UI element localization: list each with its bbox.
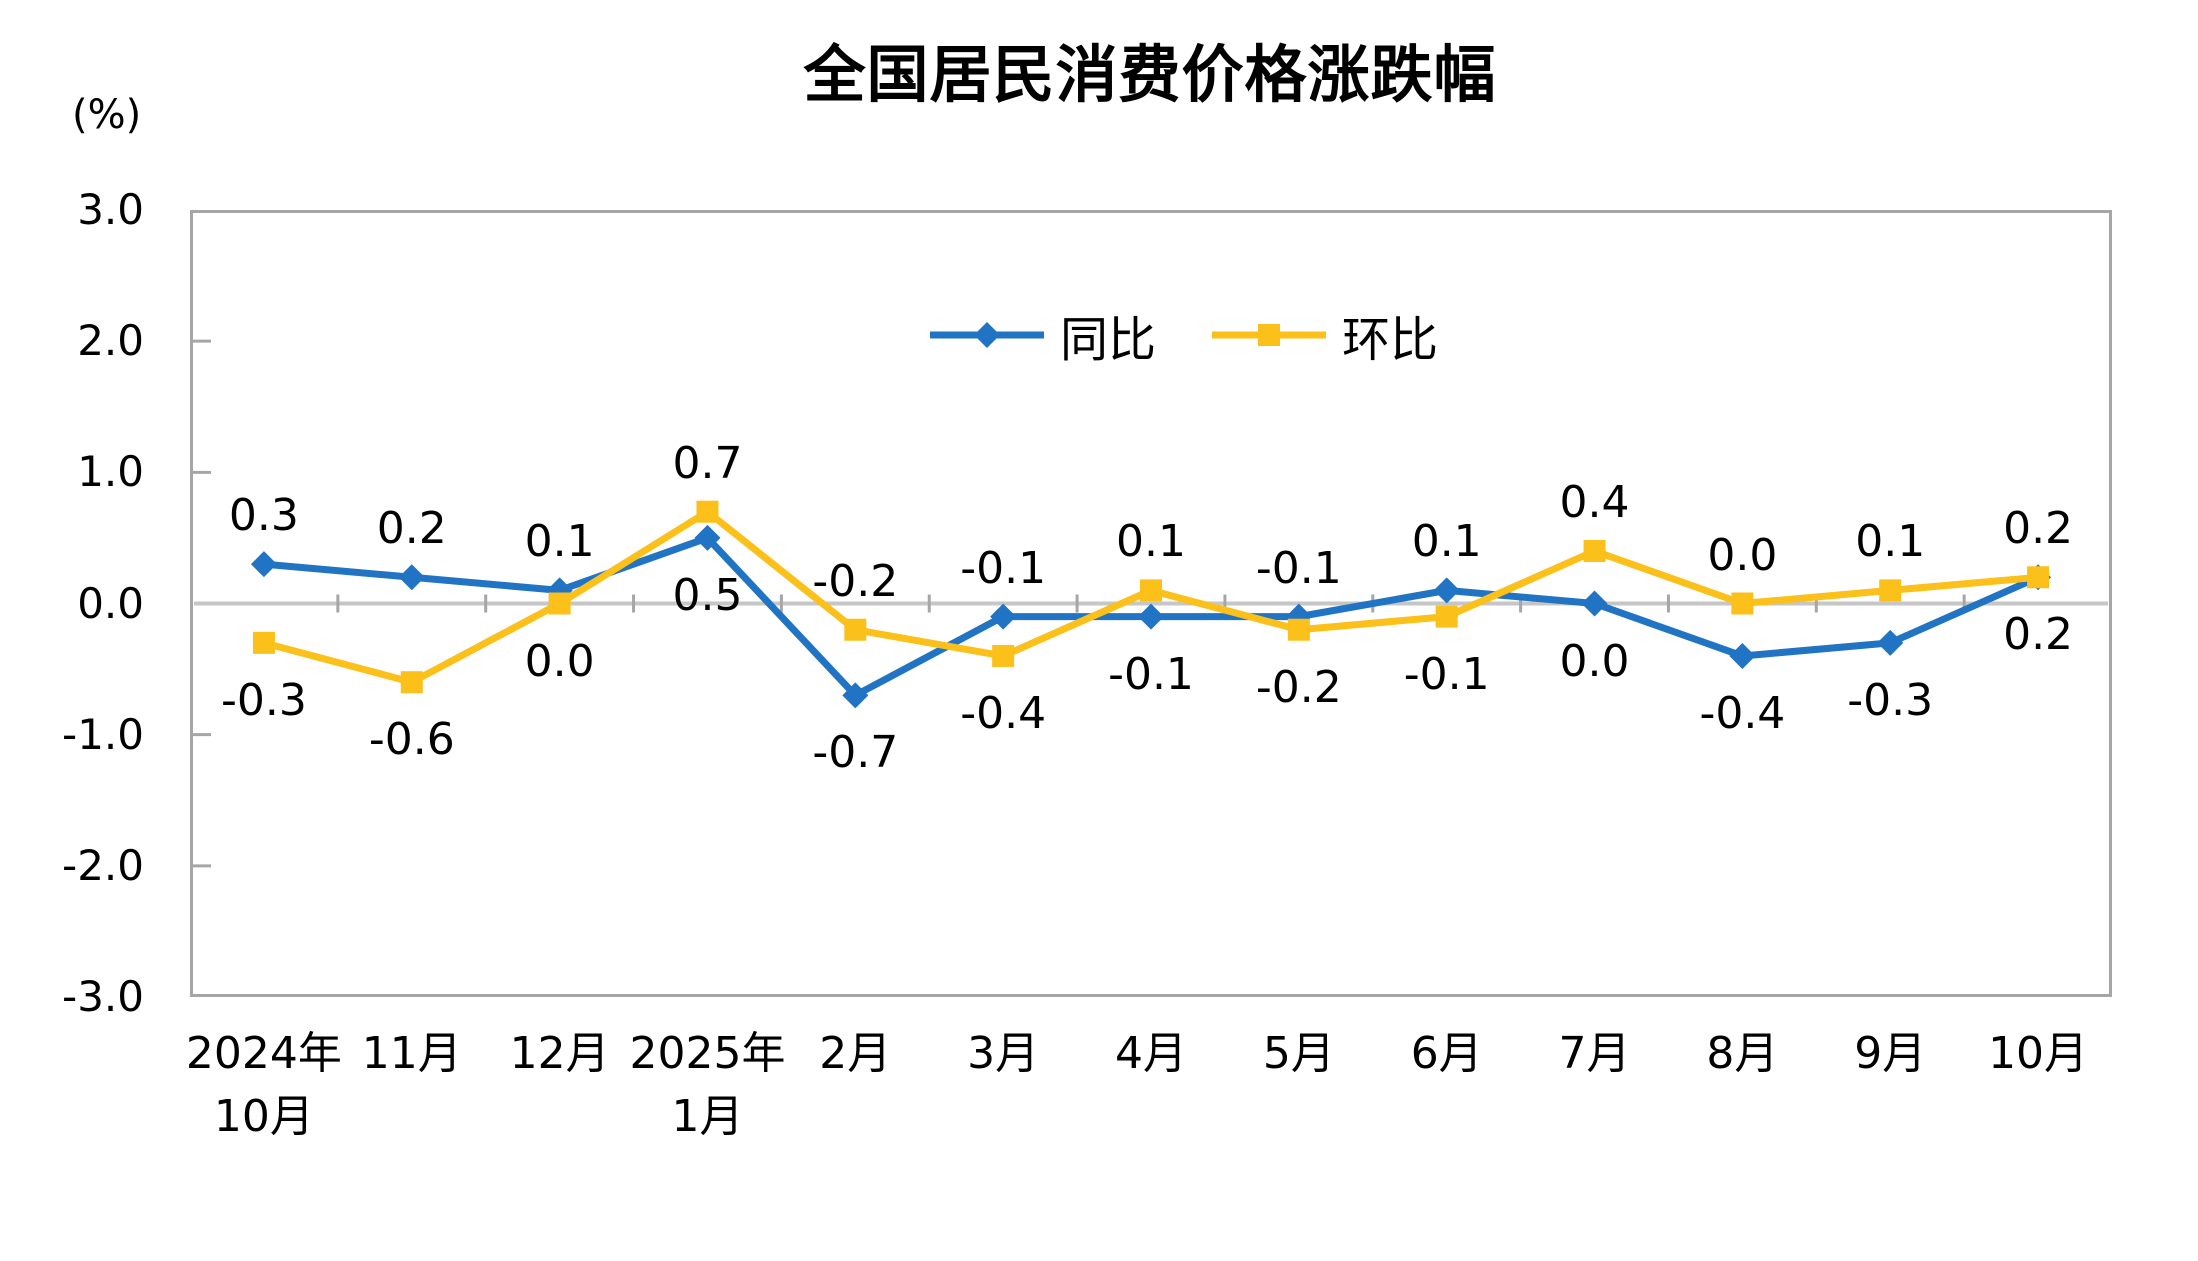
huanbi-marker — [400, 671, 423, 694]
plot-area — [190, 210, 2112, 997]
y-tick-label: 3.0 — [77, 185, 144, 234]
tongbi-line-diamond-icon — [930, 322, 1044, 348]
data-label-tongbi: 0.2 — [2003, 609, 2074, 661]
tongbi-marker — [1729, 642, 1756, 669]
data-label-huanbi: -0.1 — [1403, 648, 1490, 700]
data-label-huanbi: -0.3 — [220, 674, 307, 726]
data-label-huanbi: 0.1 — [1116, 516, 1186, 568]
data-label-tongbi: -0.1 — [1108, 648, 1194, 700]
data-label-huanbi: 0.7 — [672, 437, 743, 489]
tongbi-marker — [398, 564, 425, 591]
data-label-tongbi: 0.3 — [228, 490, 299, 542]
legend-item-tongbi: 同比 — [928, 300, 1156, 370]
y-tick-label: -2.0 — [62, 840, 144, 890]
x-category-label: 4月 — [1115, 1028, 1187, 1079]
x-category-label: 3月 — [967, 1028, 1040, 1079]
legend-label-huanbi: 环比 — [1342, 312, 1439, 368]
legend-label-tongbi: 同比 — [1060, 312, 1157, 368]
x-category-label: 9月 — [1854, 1028, 1927, 1079]
x-category-label: 2024年 — [185, 1028, 342, 1079]
plot-svg — [190, 210, 2112, 997]
tongbi-marker — [1138, 603, 1164, 630]
huanbi-marker — [2027, 566, 2050, 589]
huanbi-marker — [1879, 579, 1902, 602]
tongbi-marker — [990, 603, 1017, 630]
tongbi-marker — [1877, 629, 1904, 656]
huanbi-marker — [1140, 579, 1162, 602]
huanbi-marker — [1287, 618, 1310, 641]
huanbi-marker — [1583, 540, 1606, 563]
tongbi-marker — [1581, 590, 1608, 617]
tongbi-marker — [250, 551, 277, 578]
y-tick-label: 2.0 — [77, 316, 144, 366]
huanbi-marker — [548, 592, 571, 615]
data-label-tongbi: 0.2 — [376, 503, 447, 555]
huanbi-marker — [252, 631, 275, 654]
data-label-huanbi: 0.1 — [1855, 516, 1926, 568]
x-category-label: 8月 — [1706, 1028, 1779, 1079]
x-category-label: 10月 — [1988, 1028, 2089, 1079]
data-label-huanbi: 0.4 — [1559, 477, 1630, 529]
x-category-label: 2月 — [819, 1028, 892, 1079]
y-tick-label: 1.0 — [77, 447, 144, 497]
x-category-label: 5月 — [1262, 1028, 1335, 1079]
data-label-tongbi: 0.1 — [1411, 516, 1482, 568]
tongbi-marker — [1433, 577, 1460, 604]
tongbi-marker — [842, 682, 869, 709]
data-label-tongbi: 0.5 — [672, 569, 743, 621]
data-label-tongbi: -0.4 — [1699, 687, 1786, 739]
huanbi-marker — [696, 500, 719, 523]
data-label-tongbi: -0.1 — [960, 542, 1047, 594]
huanbi-marker — [992, 644, 1015, 667]
tongbi-marker — [694, 524, 721, 551]
data-label-tongbi: -0.3 — [1847, 674, 1934, 726]
x-category-label: 2025年 — [629, 1028, 786, 1079]
y-axis-unit-label: (%) — [72, 92, 142, 138]
y-tick-label: -1.0 — [62, 709, 144, 759]
huanbi-marker — [844, 618, 867, 641]
huanbi-marker — [1731, 592, 1754, 615]
x-category-label: 1月 — [671, 1091, 744, 1142]
data-label-tongbi: 0.0 — [1559, 635, 1630, 687]
data-label-huanbi: 0.2 — [2003, 503, 2074, 555]
data-label-huanbi: -0.6 — [368, 714, 455, 766]
plot-border — [190, 210, 2112, 997]
legend-item-huanbi: 环比 — [1210, 300, 1438, 370]
data-label-huanbi: -0.2 — [812, 555, 899, 607]
huanbi-marker — [1435, 605, 1458, 628]
data-label-tongbi: -0.1 — [1255, 542, 1342, 594]
y-tick-label: -3.0 — [62, 972, 144, 1021]
huanbi-line-square-icon — [1212, 324, 1327, 346]
data-label-huanbi: -0.4 — [960, 687, 1047, 739]
x-category-label: 6月 — [1410, 1028, 1483, 1079]
x-category-label: 10月 — [213, 1091, 314, 1142]
x-category-label: 11月 — [361, 1028, 462, 1079]
x-category-label: 7月 — [1558, 1028, 1631, 1079]
data-label-tongbi: 0.1 — [524, 516, 595, 568]
data-label-huanbi: -0.2 — [1255, 661, 1342, 713]
legend: 同比 环比 — [928, 300, 1438, 370]
x-category-label: 12月 — [509, 1028, 610, 1079]
data-label-huanbi: 0.0 — [1707, 529, 1778, 581]
chart-title: 全国居民消费价格涨跌幅 — [803, 38, 1497, 111]
y-tick-label: 0.0 — [77, 578, 144, 628]
data-label-huanbi: 0.0 — [524, 635, 595, 687]
tongbi-marker — [1285, 603, 1312, 630]
data-label-tongbi: -0.7 — [812, 727, 899, 779]
